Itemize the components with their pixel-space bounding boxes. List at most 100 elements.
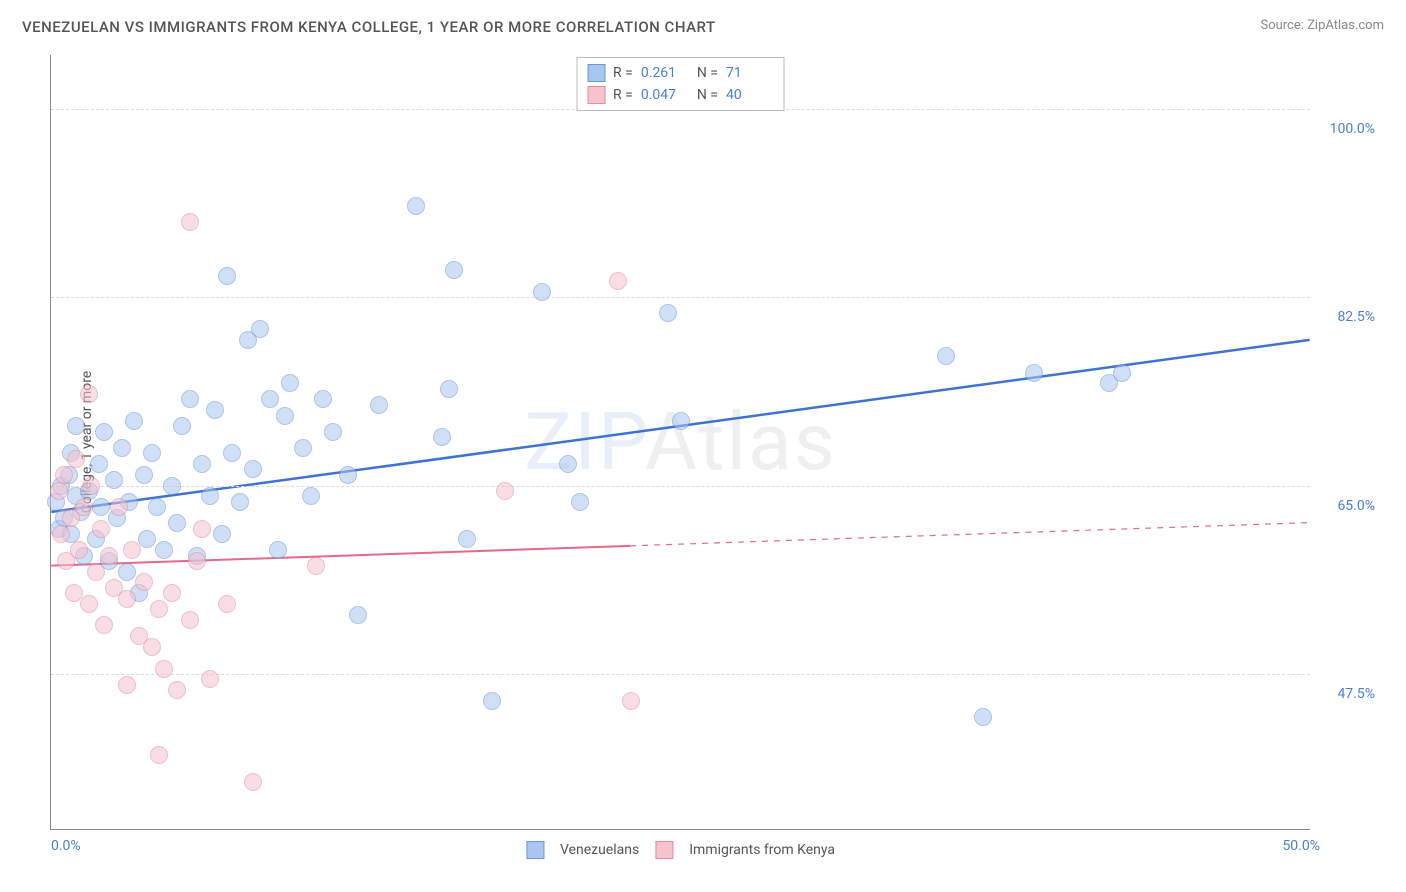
x-tick-left: 0.0% <box>51 838 81 854</box>
data-point <box>533 283 551 301</box>
data-point <box>496 482 514 500</box>
legend-stats-row-0: R = 0.261 N = 71 <box>587 62 774 84</box>
chart-title: VENEZUELAN VS IMMIGRANTS FROM KENYA COLL… <box>22 18 716 36</box>
data-point <box>67 417 85 435</box>
legend-label-0: Venezuelans <box>560 842 639 858</box>
data-point <box>143 444 161 462</box>
data-point <box>433 428 451 446</box>
data-point <box>276 407 294 425</box>
plot-area: ZIPAtlas R = 0.261 N = 71 R = 0.047 N = … <box>50 55 1310 830</box>
data-point <box>440 380 458 398</box>
data-point <box>148 498 166 516</box>
watermark: ZIPAtlas <box>524 395 837 489</box>
data-point <box>349 606 367 624</box>
legend-stats: R = 0.261 N = 71 R = 0.047 N = 40 <box>576 57 785 111</box>
data-point <box>483 692 501 710</box>
data-point <box>118 563 136 581</box>
data-point <box>113 439 131 457</box>
y-tick-label: 47.5% <box>1315 686 1375 702</box>
data-point <box>307 557 325 575</box>
data-point <box>231 493 249 511</box>
data-point <box>445 261 463 279</box>
data-point <box>218 267 236 285</box>
data-point <box>123 541 141 559</box>
data-point <box>135 573 153 591</box>
data-point <box>173 417 191 435</box>
grid-line <box>51 297 1310 298</box>
swatch-series-0 <box>587 64 605 82</box>
legend-series: Venezuelans Immigrants from Kenya <box>526 841 835 859</box>
data-point <box>150 600 168 618</box>
data-point <box>118 590 136 608</box>
data-point <box>314 390 332 408</box>
data-point <box>974 708 992 726</box>
grid-line <box>51 674 1310 675</box>
data-point <box>244 460 262 478</box>
source-attribution: Source: ZipAtlas.com <box>1260 18 1384 36</box>
x-tick-right: 50.0% <box>1282 838 1320 854</box>
data-point <box>70 541 88 559</box>
data-point <box>659 304 677 322</box>
data-point <box>244 773 262 791</box>
data-point <box>261 390 279 408</box>
data-point <box>193 455 211 473</box>
data-point <box>1113 364 1131 382</box>
data-point <box>155 541 173 559</box>
data-point <box>193 520 211 538</box>
data-point <box>75 498 93 516</box>
data-point <box>163 584 181 602</box>
data-point <box>937 347 955 365</box>
grid-line <box>51 486 1310 487</box>
data-point <box>181 611 199 629</box>
data-point <box>168 514 186 532</box>
data-point <box>407 197 425 215</box>
legend-label-1: Immigrants from Kenya <box>689 842 835 858</box>
data-point <box>672 412 690 430</box>
data-point <box>87 563 105 581</box>
data-point <box>118 676 136 694</box>
data-point <box>155 660 173 678</box>
y-tick-label: 82.5% <box>1315 309 1375 325</box>
data-point <box>324 423 342 441</box>
data-point <box>55 466 73 484</box>
data-point <box>213 525 231 543</box>
data-point <box>1025 364 1043 382</box>
data-point <box>100 547 118 565</box>
legend-stats-row-1: R = 0.047 N = 40 <box>587 84 774 106</box>
data-point <box>269 541 287 559</box>
data-point <box>302 487 320 505</box>
data-point <box>163 477 181 495</box>
data-point <box>105 471 123 489</box>
data-point <box>138 530 156 548</box>
data-point <box>92 520 110 538</box>
data-point <box>50 482 68 500</box>
data-point <box>67 450 85 468</box>
data-point <box>110 498 128 516</box>
data-point <box>571 493 589 511</box>
data-point <box>223 444 241 462</box>
data-point <box>135 466 153 484</box>
swatch-bottom-1 <box>655 841 673 859</box>
data-point <box>80 595 98 613</box>
data-point <box>80 385 98 403</box>
y-tick-label: 65.0% <box>1315 498 1375 514</box>
trend-lines <box>51 55 1310 829</box>
data-point <box>168 681 186 699</box>
data-point <box>206 401 224 419</box>
data-point <box>52 525 70 543</box>
data-point <box>143 638 161 656</box>
y-tick-label: 100.0% <box>1315 121 1375 137</box>
data-point <box>95 616 113 634</box>
swatch-series-1 <box>587 86 605 104</box>
data-point <box>90 455 108 473</box>
data-point <box>622 692 640 710</box>
data-point <box>294 439 312 457</box>
data-point <box>218 595 236 613</box>
data-point <box>609 272 627 290</box>
data-point <box>458 530 476 548</box>
correlation-chart: ZIPAtlas R = 0.261 N = 71 R = 0.047 N = … <box>50 55 1380 830</box>
data-point <box>125 412 143 430</box>
data-point <box>150 746 168 764</box>
data-point <box>281 374 299 392</box>
data-point <box>339 466 357 484</box>
